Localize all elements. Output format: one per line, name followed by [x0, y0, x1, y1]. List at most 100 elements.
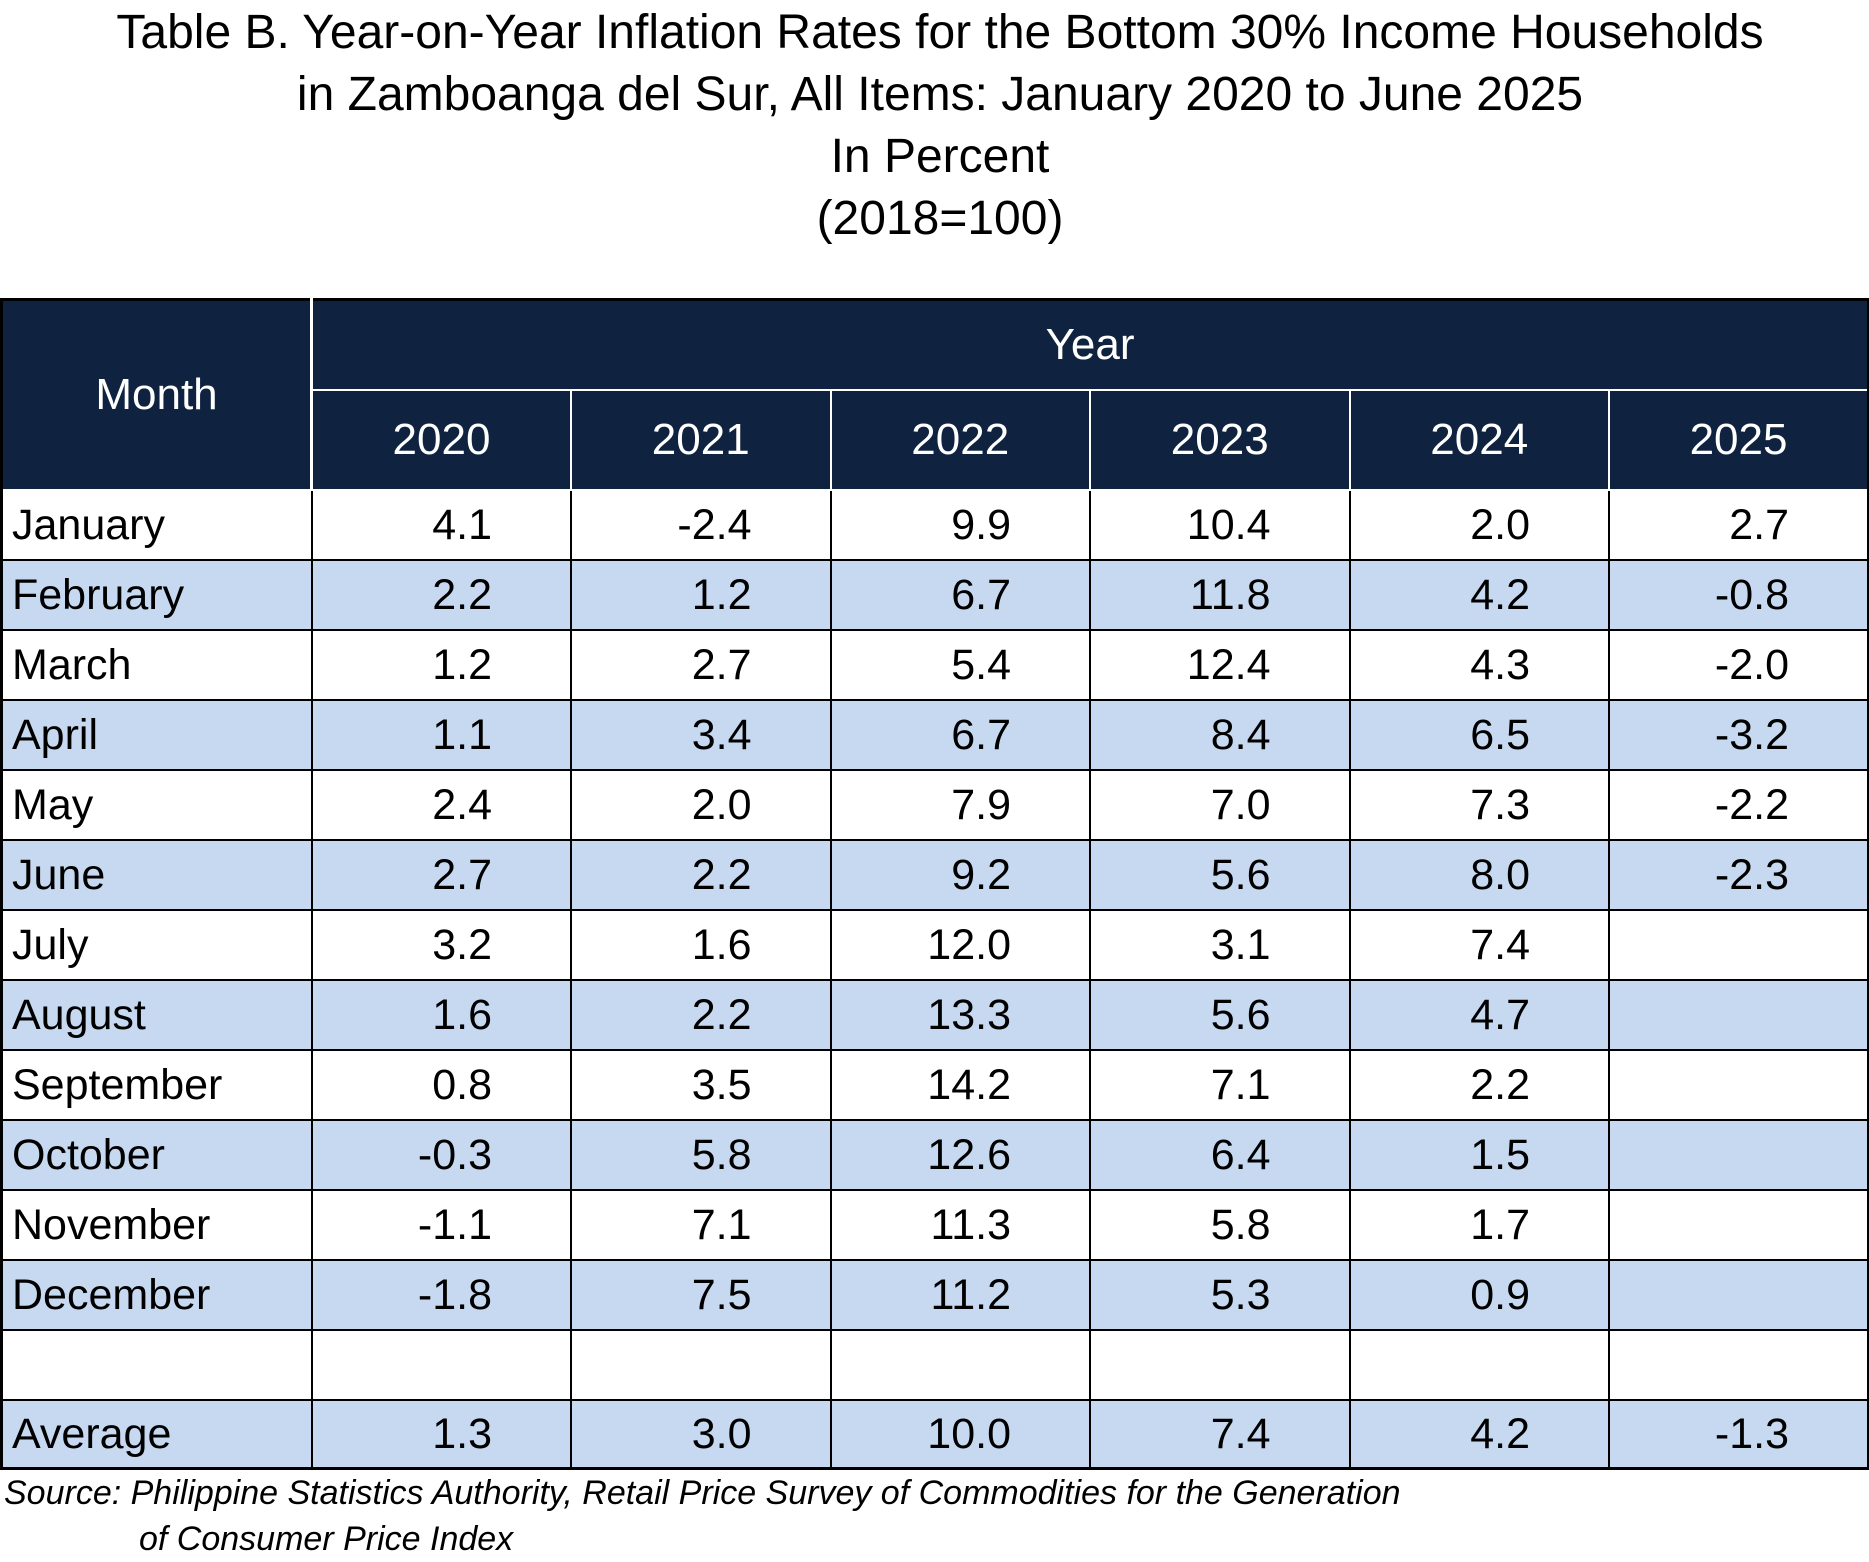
value-cell: 12.4 [1089, 629, 1351, 701]
year-header-2021: 2021 [570, 389, 832, 491]
value-cell: 1.1 [310, 699, 572, 771]
value-cell: 0.9 [1348, 1259, 1610, 1331]
year-header-2024: 2024 [1348, 389, 1610, 491]
value-cell: 5.6 [1089, 839, 1351, 911]
title-line-unit: In Percent [830, 130, 1050, 183]
value-cell: -0.8 [1608, 559, 1869, 631]
value-cell [1608, 1049, 1869, 1121]
value-cell: 11.3 [829, 1189, 1091, 1261]
value-cell [1608, 979, 1869, 1051]
value-cell: -2.0 [1608, 629, 1869, 701]
value-cell: 1.6 [310, 979, 572, 1051]
value-cell: 7.9 [829, 769, 1091, 841]
month-cell: November [0, 1189, 313, 1261]
value-cell: 9.2 [829, 839, 1091, 911]
value-cell [1608, 1259, 1869, 1331]
value-cell: 1.2 [310, 629, 572, 701]
table-row: July 3.2 1.6 12.0 3.1 7.4 [0, 909, 1869, 981]
blank-row [0, 1329, 1869, 1401]
value-cell: 1.2 [570, 559, 832, 631]
value-cell: 1.3 [310, 1399, 572, 1470]
month-cell: Average [0, 1399, 313, 1470]
value-cell: 4.2 [1348, 559, 1610, 631]
table-row: April 1.1 3.4 6.7 8.4 6.5 -3.2 [0, 699, 1869, 771]
value-cell: -2.2 [1608, 769, 1869, 841]
year-header-2025: 2025 [1608, 389, 1869, 491]
value-cell: 11.8 [1089, 559, 1351, 631]
value-cell: 5.8 [1089, 1189, 1351, 1261]
table-title: Table B. Year-on-Year Inflation Rates fo… [0, 2, 1869, 250]
average-row: Average 1.3 3.0 10.0 7.4 4.2 -1.3 [0, 1399, 1869, 1470]
value-cell: -1.1 [310, 1189, 572, 1261]
value-cell: 2.2 [570, 979, 832, 1051]
value-cell: 6.4 [1089, 1119, 1351, 1191]
value-cell: 4.1 [310, 489, 572, 561]
value-cell: 7.1 [1089, 1049, 1351, 1121]
month-cell: July [0, 909, 313, 981]
value-cell: 4.2 [1348, 1399, 1610, 1470]
value-cell: 0.8 [310, 1049, 572, 1121]
value-cell: 5.3 [1089, 1259, 1351, 1331]
value-cell [1608, 1119, 1869, 1191]
value-cell: 4.3 [1348, 629, 1610, 701]
value-cell [1348, 1329, 1610, 1401]
value-cell [1608, 1329, 1869, 1401]
value-cell [1089, 1329, 1351, 1401]
month-column-header: Month [0, 298, 313, 491]
value-cell: -2.4 [570, 489, 832, 561]
month-cell: December [0, 1259, 313, 1331]
value-cell: 7.5 [570, 1259, 832, 1331]
month-cell: April [0, 699, 313, 771]
value-cell: 2.4 [310, 769, 572, 841]
value-cell: 7.0 [1089, 769, 1351, 841]
value-cell: 10.0 [829, 1399, 1091, 1470]
value-cell [829, 1329, 1091, 1401]
value-cell: 7.1 [570, 1189, 832, 1261]
month-cell: August [0, 979, 313, 1051]
title-line-base: (2018=100) [816, 192, 1064, 245]
value-cell: 10.4 [1089, 489, 1351, 561]
table-body: January 4.1 -2.4 9.9 10.4 2.0 2.7 February 2.2 1.… [0, 489, 1869, 1470]
value-cell: 3.2 [310, 909, 572, 981]
month-cell [0, 1329, 313, 1401]
title-line-2: in Zamboanga del Sur, All Items: January… [296, 68, 1584, 121]
table-row: September 0.8 3.5 14.2 7.1 2.2 [0, 1049, 1869, 1121]
value-cell: 12.0 [829, 909, 1091, 981]
table-row: February 2.2 1.2 6.7 11.8 4.2 -0.8 [0, 559, 1869, 631]
month-cell: June [0, 839, 313, 911]
value-cell: 3.0 [570, 1399, 832, 1470]
source-line-2: of Consumer Price Index [139, 1520, 514, 1558]
value-cell: -1.3 [1608, 1399, 1869, 1470]
month-cell: May [0, 769, 313, 841]
month-cell: September [0, 1049, 313, 1121]
value-cell: 5.4 [829, 629, 1091, 701]
value-cell: 2.7 [570, 629, 832, 701]
value-cell: 3.1 [1089, 909, 1351, 981]
year-header-2023: 2023 [1089, 389, 1351, 491]
value-cell: 13.3 [829, 979, 1091, 1051]
value-cell [570, 1329, 832, 1401]
value-cell: 2.2 [570, 839, 832, 911]
value-cell: 3.4 [570, 699, 832, 771]
table-row: December -1.8 7.5 11.2 5.3 0.9 [0, 1259, 1869, 1331]
year-group-header: Year [310, 298, 1869, 391]
month-cell: March [0, 629, 313, 701]
value-cell: 2.7 [310, 839, 572, 911]
value-cell: 1.7 [1348, 1189, 1610, 1261]
value-cell: 7.4 [1089, 1399, 1351, 1470]
year-header-2022: 2022 [829, 389, 1091, 491]
value-cell [1608, 909, 1869, 981]
title-line-1: Table B. Year-on-Year Inflation Rates fo… [116, 6, 1764, 59]
table-row: March 1.2 2.7 5.4 12.4 4.3 -2.0 [0, 629, 1869, 701]
month-cell: October [0, 1119, 313, 1191]
table-row: May 2.4 2.0 7.9 7.0 7.3 -2.2 [0, 769, 1869, 841]
value-cell: 12.6 [829, 1119, 1091, 1191]
value-cell: 1.6 [570, 909, 832, 981]
value-cell: 9.9 [829, 489, 1091, 561]
value-cell: -2.3 [1608, 839, 1869, 911]
value-cell: 2.0 [1348, 489, 1610, 561]
value-cell: 6.7 [829, 699, 1091, 771]
table-row: January 4.1 -2.4 9.9 10.4 2.0 2.7 [0, 489, 1869, 561]
source-line-1: Source: Philippine Statistics Authority,… [4, 1474, 1401, 1512]
inflation-table: Month Year 2020 2021 2022 2023 2024 2025 Janu… [0, 298, 1869, 1470]
